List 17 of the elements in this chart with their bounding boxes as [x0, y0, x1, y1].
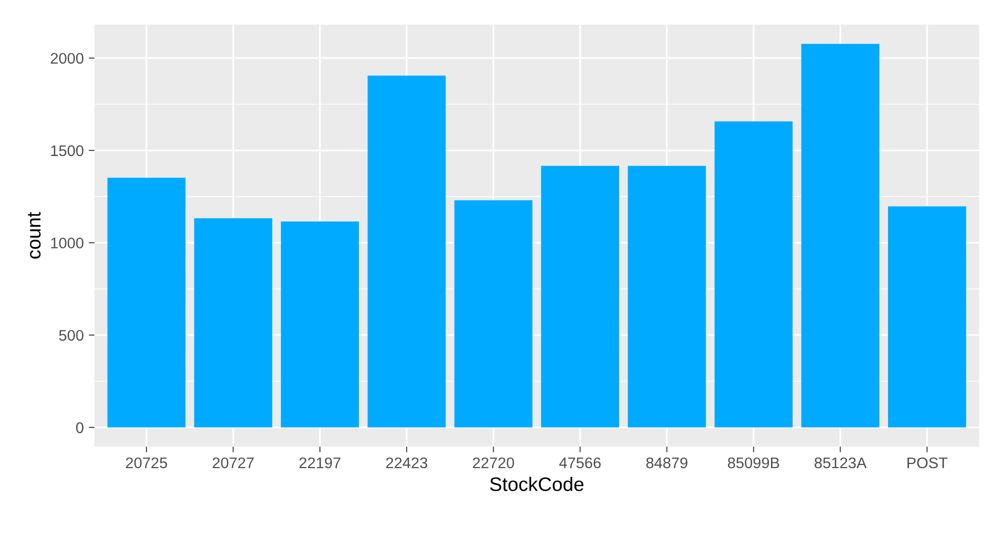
y-tick-label: 1500	[51, 145, 84, 156]
x-tick-label: 22197	[299, 457, 340, 468]
x-tick-label: 47566	[559, 457, 601, 468]
y-tick-label: 1000	[51, 238, 84, 248]
x-tick-label: 20727	[212, 457, 254, 468]
y-tick-label: 0	[76, 422, 84, 434]
x-tick-label: POST	[908, 457, 948, 468]
x-tick-label: 22423	[386, 457, 428, 468]
x-tick-label: 84879	[646, 457, 688, 468]
y-axis-title: count	[28, 212, 41, 259]
x-axis-title: StockCode	[490, 476, 584, 492]
y-tick-label: 2000	[50, 52, 84, 64]
x-tick-label: 85123A	[814, 457, 867, 468]
x-tick-label: 22720	[472, 457, 514, 468]
x-tick-label: 20725	[126, 457, 168, 468]
y-tick-label: 500	[59, 330, 84, 341]
x-tick-label: 85099B	[728, 457, 780, 468]
